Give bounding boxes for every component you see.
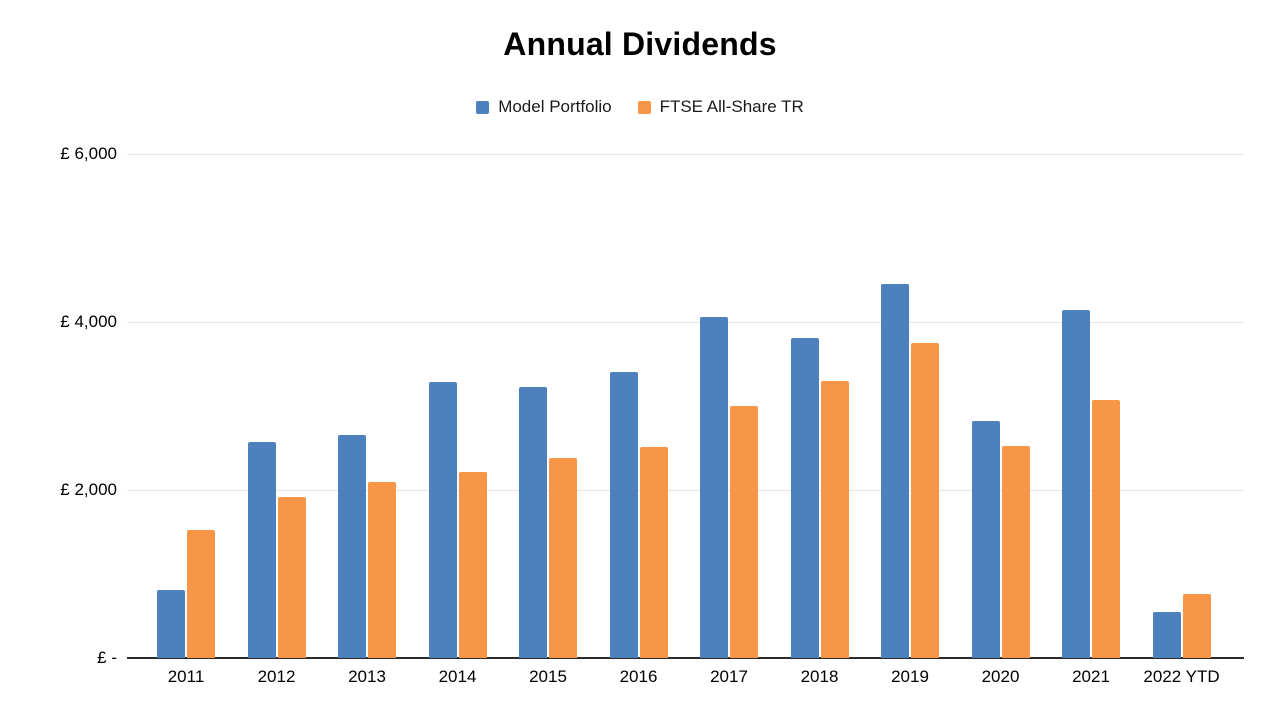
y-tick-label-0: £ - bbox=[97, 648, 117, 667]
bar-ftse-all-share-tr-2017 bbox=[730, 406, 758, 658]
x-axis-line bbox=[127, 657, 1244, 659]
bar-model-portfolio-2011 bbox=[157, 589, 185, 658]
bar-ftse-all-share-tr-2016 bbox=[639, 447, 668, 658]
bar-ftse-all-share-tr-2022-ytd bbox=[1182, 594, 1211, 658]
gridline-6000 bbox=[127, 154, 1244, 155]
bar-model-portfolio-2018 bbox=[790, 337, 819, 658]
category-group-2012: 2012 bbox=[232, 154, 322, 686]
category-group-2022-ytd: 2022 YTD bbox=[1137, 154, 1227, 686]
y-tick-label-6000: £ 6,000 bbox=[60, 144, 117, 163]
x-tick-label-2014: 2014 bbox=[438, 667, 477, 686]
chart-title: Annual Dividends bbox=[503, 26, 777, 62]
legend-label-model-portfolio: Model Portfolio bbox=[498, 97, 612, 116]
x-tick-label-2013: 2013 bbox=[348, 667, 386, 686]
bar-model-portfolio-2017 bbox=[700, 316, 728, 658]
gridline-2000 bbox=[127, 490, 1244, 491]
bar-model-portfolio-2019 bbox=[881, 284, 909, 658]
category-group-2013: 2013 bbox=[322, 154, 412, 686]
bar-model-portfolio-2012 bbox=[247, 442, 276, 658]
category-group-2017: 2017 bbox=[684, 154, 774, 686]
category-group-2016: 2016 bbox=[594, 154, 684, 686]
category-group-2014: 2014 bbox=[413, 154, 503, 686]
bar-model-portfolio-2013 bbox=[338, 434, 366, 658]
plot-area: 2011 2012 2013 2014 2015 2016 2017 2018 2019 2020… bbox=[127, 154, 1244, 686]
bar-model-portfolio-2020 bbox=[971, 421, 1000, 658]
legend-item-model-portfolio: Model Portfolio bbox=[476, 97, 612, 117]
legend-swatch-ftse-all-share-tr bbox=[637, 100, 651, 114]
x-tick-label-2020: 2020 bbox=[981, 667, 1020, 686]
x-tick-label-2015: 2015 bbox=[529, 667, 567, 686]
category-group-2015: 2015 bbox=[503, 154, 593, 686]
legend-item-ftse-all-share-tr: FTSE All-Share TR bbox=[637, 97, 804, 117]
bar-ftse-all-share-tr-2021 bbox=[1092, 400, 1120, 658]
bar-ftse-all-share-tr-2013 bbox=[368, 481, 396, 658]
category-group-2021: 2021 bbox=[1046, 154, 1136, 686]
x-tick-label-2022-ytd: 2022 YTD bbox=[1143, 667, 1220, 686]
x-tick-label-2016: 2016 bbox=[619, 667, 658, 686]
bar-ftse-all-share-tr-2018 bbox=[820, 380, 849, 658]
bar-ftse-all-share-tr-2019 bbox=[911, 343, 939, 658]
bar-model-portfolio-2015 bbox=[519, 386, 547, 658]
x-tick-label-2011: 2011 bbox=[167, 667, 205, 686]
category-group-2020: 2020 bbox=[956, 154, 1046, 686]
bar-ftse-all-share-tr-2020 bbox=[1001, 446, 1030, 658]
bar-model-portfolio-2021 bbox=[1062, 310, 1090, 658]
category-group-2018: 2018 bbox=[775, 154, 865, 686]
legend-label-ftse-all-share-tr: FTSE All-Share TR bbox=[659, 97, 804, 116]
x-tick-label-2019: 2019 bbox=[891, 667, 929, 686]
bar-ftse-all-share-tr-2015 bbox=[549, 458, 577, 658]
bar-model-portfolio-2014 bbox=[428, 381, 457, 658]
bar-ftse-all-share-tr-2011 bbox=[187, 530, 215, 658]
bar-model-portfolio-2016 bbox=[609, 372, 638, 658]
x-tick-label-2017: 2017 bbox=[710, 667, 748, 686]
legend-swatch-model-portfolio bbox=[476, 100, 490, 114]
y-tick-label-2000: £ 2,000 bbox=[60, 480, 117, 499]
x-tick-label-2018: 2018 bbox=[800, 667, 839, 686]
category-group-2011: 2011 bbox=[141, 154, 231, 686]
legend: Model Portfolio FTSE All-Share TR bbox=[0, 97, 1280, 117]
gridline-4000 bbox=[127, 322, 1244, 323]
bar-ftse-all-share-tr-2014 bbox=[458, 472, 487, 658]
category-group-2019: 2019 bbox=[865, 154, 955, 686]
x-tick-label-2012: 2012 bbox=[257, 667, 296, 686]
y-tick-label-4000: £ 4,000 bbox=[60, 312, 117, 331]
y-axis-labels: £ - £ 2,000 £ 4,000 £ 6,000 bbox=[0, 144, 117, 667]
x-tick-label-2021: 2021 bbox=[1072, 667, 1110, 686]
bar-ftse-all-share-tr-2012 bbox=[277, 496, 306, 658]
bar-model-portfolio-2022-ytd bbox=[1152, 611, 1181, 658]
